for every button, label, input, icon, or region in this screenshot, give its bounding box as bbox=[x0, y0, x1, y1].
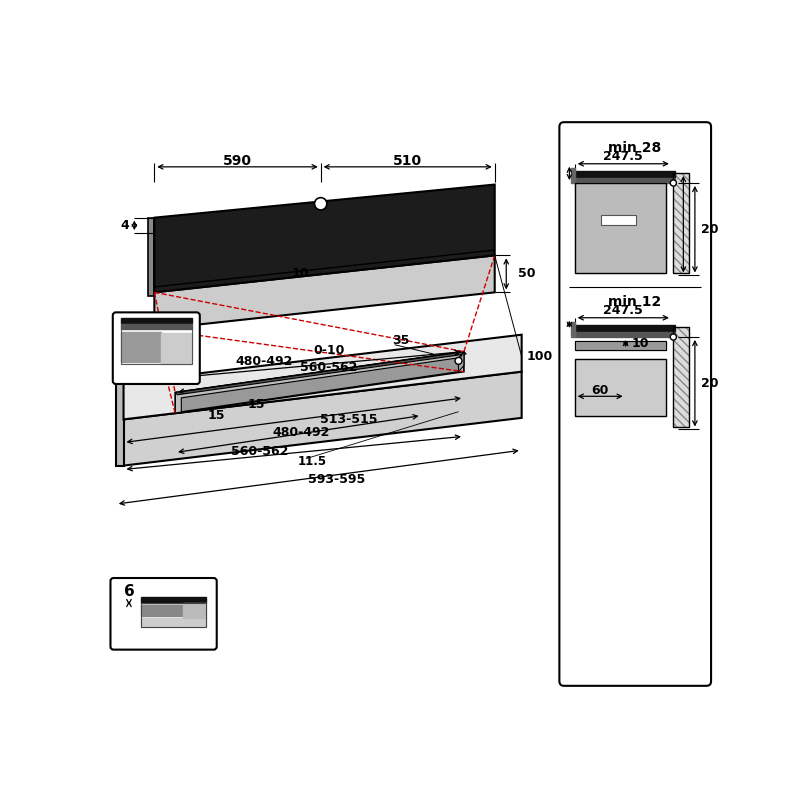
Polygon shape bbox=[148, 218, 154, 296]
Text: 590: 590 bbox=[223, 154, 252, 168]
Bar bbox=[574, 183, 666, 273]
FancyBboxPatch shape bbox=[113, 312, 200, 384]
Text: 560-562: 560-562 bbox=[231, 446, 289, 458]
Text: 247.5: 247.5 bbox=[603, 303, 643, 317]
Polygon shape bbox=[458, 352, 464, 372]
Text: 10: 10 bbox=[292, 266, 310, 280]
Polygon shape bbox=[154, 255, 494, 330]
Text: 35: 35 bbox=[392, 334, 410, 347]
Circle shape bbox=[455, 358, 462, 364]
Bar bbox=[574, 341, 666, 350]
Bar bbox=[574, 359, 666, 415]
Bar bbox=[122, 332, 162, 362]
Bar bbox=[122, 324, 192, 329]
Text: min 28: min 28 bbox=[608, 142, 662, 155]
Bar bbox=[141, 605, 183, 616]
Text: 0-10: 0-10 bbox=[314, 344, 345, 357]
Bar bbox=[122, 324, 192, 364]
Text: 560-562: 560-562 bbox=[301, 362, 358, 374]
Bar bbox=[571, 322, 574, 337]
Bar bbox=[122, 318, 192, 323]
FancyBboxPatch shape bbox=[559, 122, 711, 686]
Bar bbox=[601, 214, 636, 226]
Text: 100: 100 bbox=[526, 350, 553, 362]
Bar bbox=[574, 178, 675, 183]
Text: 60: 60 bbox=[591, 385, 609, 398]
Bar bbox=[574, 183, 666, 273]
Bar bbox=[574, 332, 675, 337]
Polygon shape bbox=[116, 382, 123, 466]
Polygon shape bbox=[123, 372, 522, 466]
Text: 593-595: 593-595 bbox=[308, 473, 366, 486]
Text: 10: 10 bbox=[632, 337, 650, 350]
Polygon shape bbox=[182, 358, 458, 412]
Bar bbox=[574, 325, 675, 331]
Bar bbox=[162, 333, 192, 364]
Bar bbox=[141, 618, 206, 627]
Text: 11.5: 11.5 bbox=[298, 455, 326, 468]
Polygon shape bbox=[123, 334, 522, 419]
Polygon shape bbox=[154, 185, 494, 292]
Bar bbox=[574, 170, 675, 177]
Bar bbox=[674, 173, 689, 273]
Text: 513-515: 513-515 bbox=[320, 413, 377, 426]
Bar bbox=[141, 602, 206, 627]
Text: 50: 50 bbox=[518, 267, 535, 280]
Text: 20: 20 bbox=[701, 222, 718, 236]
Bar bbox=[674, 327, 689, 427]
Text: 15: 15 bbox=[247, 398, 265, 410]
Text: 15: 15 bbox=[207, 409, 225, 422]
Text: 510: 510 bbox=[393, 154, 422, 168]
Bar bbox=[183, 602, 206, 618]
Bar bbox=[141, 598, 206, 602]
Circle shape bbox=[670, 334, 677, 340]
Polygon shape bbox=[175, 352, 464, 414]
Polygon shape bbox=[175, 352, 466, 394]
Bar bbox=[571, 168, 574, 183]
Text: 20: 20 bbox=[701, 377, 718, 390]
Bar bbox=[674, 327, 689, 427]
Text: 247.5: 247.5 bbox=[603, 150, 643, 162]
Text: 480-492: 480-492 bbox=[235, 355, 292, 368]
Text: 480-492: 480-492 bbox=[272, 426, 330, 439]
Circle shape bbox=[670, 180, 677, 186]
FancyBboxPatch shape bbox=[110, 578, 217, 650]
Text: 6: 6 bbox=[123, 584, 134, 598]
Bar bbox=[574, 341, 666, 350]
Circle shape bbox=[314, 198, 327, 210]
Bar bbox=[574, 359, 666, 415]
Text: min 12: min 12 bbox=[608, 295, 662, 310]
Bar bbox=[674, 173, 689, 273]
Text: 4: 4 bbox=[121, 219, 130, 232]
